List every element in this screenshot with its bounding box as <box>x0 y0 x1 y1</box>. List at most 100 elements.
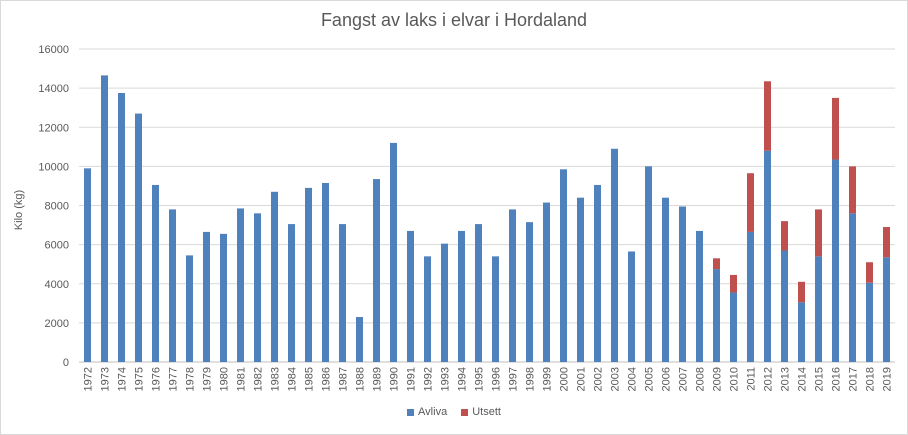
x-tick-label: 1990 <box>389 367 401 391</box>
bar-utsett-2019 <box>883 227 890 258</box>
bar-avliva-2016 <box>832 159 839 362</box>
bar-avliva-1977 <box>169 209 176 362</box>
x-tick-label: 1983 <box>270 367 282 391</box>
bar-utsett-2017 <box>849 166 856 214</box>
bar-avliva-2000 <box>560 169 567 362</box>
bar-avliva-2002 <box>594 184 601 362</box>
bar-avliva-1998 <box>526 222 533 362</box>
x-tick-label: 2006 <box>661 367 673 391</box>
bar-utsett-2011 <box>747 173 754 232</box>
x-tick-label: 2018 <box>865 367 877 391</box>
bar-utsett-2009 <box>713 258 720 270</box>
y-tick-label: 8000 <box>45 201 69 213</box>
bar-avliva-1972 <box>84 168 91 362</box>
bar-avliva-2013 <box>781 250 788 362</box>
x-tick-label: 1996 <box>491 367 503 391</box>
x-tick-label: 1984 <box>287 367 299 391</box>
x-tick-label: 1989 <box>372 367 384 391</box>
bar-avliva-2004 <box>628 251 635 362</box>
bar-avliva-2019 <box>883 257 890 362</box>
x-tick-label: 1988 <box>355 367 367 391</box>
bar-avliva-1984 <box>288 224 295 362</box>
bar-utsett-2010 <box>730 274 737 293</box>
x-tick-label: 2007 <box>678 367 690 391</box>
y-tick-label: 0 <box>63 357 69 369</box>
bar-avliva-1997 <box>509 209 516 362</box>
bar-avliva-1973 <box>101 75 108 363</box>
bar-avliva-2001 <box>577 197 584 362</box>
x-tick-label: 1993 <box>440 367 452 391</box>
bar-avliva-1991 <box>407 230 414 362</box>
x-tick-label: 1991 <box>406 367 418 391</box>
bar-avliva-2003 <box>611 148 618 362</box>
bar-utsett-2016 <box>832 97 839 160</box>
legend-label-utsett: Utsett <box>472 406 501 418</box>
bar-avliva-2005 <box>645 166 652 362</box>
x-tick-label: 2009 <box>712 367 724 391</box>
x-tick-label: 1973 <box>100 367 112 391</box>
x-tick-label: 1999 <box>542 367 554 391</box>
bar-avliva-1985 <box>305 187 312 362</box>
x-tick-label: 2012 <box>763 367 775 391</box>
legend: Avliva Utsett <box>0 406 908 418</box>
x-tick-label: 1992 <box>423 367 435 391</box>
legend-item-avliva: Avliva <box>407 406 447 418</box>
y-tick-label: 12000 <box>38 122 69 134</box>
bar-avliva-1981 <box>237 208 244 362</box>
x-tick-label: 2005 <box>644 367 656 391</box>
x-tick-label: 1994 <box>457 367 469 391</box>
x-tick-label: 2008 <box>695 367 707 391</box>
bar-avliva-1993 <box>441 243 448 362</box>
bar-avliva-2007 <box>679 206 686 362</box>
bar-avliva-2014 <box>798 302 805 362</box>
bar-avliva-1976 <box>152 184 159 362</box>
x-tick-label: 1980 <box>219 367 231 391</box>
bar-avliva-1999 <box>543 202 550 362</box>
x-tick-label: 2014 <box>797 367 809 391</box>
x-tick-label: 1979 <box>202 367 214 391</box>
x-tick-label: 2016 <box>831 367 843 391</box>
x-tick-label: 1974 <box>117 367 129 391</box>
bar-utsett-2013 <box>781 221 788 251</box>
bar-avliva-1983 <box>271 191 278 362</box>
legend-label-avliva: Avliva <box>418 406 448 418</box>
bar-avliva-1978 <box>186 255 193 362</box>
legend-swatch-utsett <box>461 408 469 416</box>
legend-item-utsett: Utsett <box>461 406 501 418</box>
bar-avliva-1980 <box>220 233 227 362</box>
bar-avliva-1992 <box>424 256 431 362</box>
x-tick-label: 2011 <box>746 367 758 391</box>
bar-avliva-2011 <box>747 231 754 362</box>
x-tick-label: 2000 <box>559 367 571 391</box>
bar-avliva-2006 <box>662 197 669 362</box>
bar-avliva-2017 <box>849 213 856 362</box>
y-tick-label: 2000 <box>45 318 69 330</box>
bar-avliva-1990 <box>390 142 397 362</box>
bar-avliva-2010 <box>730 292 737 362</box>
chart-title: Fangst av laks i elvar i Hordaland <box>320 10 588 30</box>
bar-avliva-2012 <box>764 150 771 362</box>
bar-avliva-1996 <box>492 256 499 362</box>
bar-avliva-1975 <box>135 113 142 363</box>
x-tick-label: 1995 <box>474 367 486 391</box>
x-tick-label: 1977 <box>168 367 180 391</box>
x-tick-label: 2001 <box>576 367 588 391</box>
y-tick-label: 6000 <box>45 240 69 252</box>
x-tick-label: 1986 <box>321 367 333 391</box>
x-tick-label: 2003 <box>610 367 622 391</box>
bar-avliva-2008 <box>696 230 703 362</box>
x-tick-label: 1978 <box>185 367 197 391</box>
x-tick-label: 1987 <box>338 367 350 391</box>
bar-avliva-1974 <box>118 93 125 362</box>
bar-avliva-1994 <box>458 230 465 362</box>
x-tick-label: 1997 <box>508 367 520 391</box>
bar-utsett-2012 <box>764 81 771 151</box>
x-tick-label: 1972 <box>83 367 95 391</box>
bar-avliva-1989 <box>373 179 380 362</box>
x-tick-label: 1975 <box>134 367 146 391</box>
x-tick-label: 2010 <box>729 367 741 391</box>
bar-avliva-1979 <box>203 231 210 362</box>
y-tick-label: 4000 <box>45 279 69 291</box>
bar-utsett-2015 <box>815 209 822 257</box>
